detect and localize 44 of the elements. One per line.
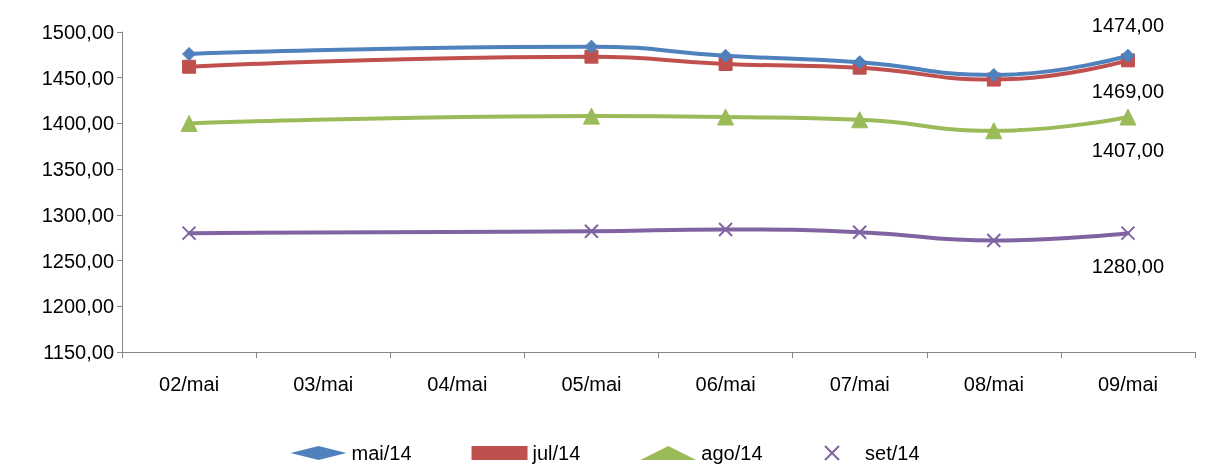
point [986,67,1001,82]
point [181,225,197,241]
point [718,221,734,237]
point [1120,225,1136,241]
data-label: 1474,00 [1091,13,1165,36]
x-tick-label: 06/mai [695,373,756,395]
y-tick-label: 1450,00 [41,66,114,89]
legend-label: ago/14 [701,442,763,464]
x-tick-label: 03/mai [293,373,354,395]
y-tick-label: 1400,00 [41,112,114,135]
point [718,48,733,63]
data-label: 1407,00 [1091,138,1165,161]
point [852,224,868,240]
point [182,46,197,61]
x-tick-label: 02/mai [159,373,220,395]
data-label: 1280,00 [1091,255,1165,278]
x-tick-label: 07/mai [829,373,890,395]
point [582,107,600,125]
point [182,59,197,74]
x-tick-label: 04/mai [427,373,488,395]
point [852,55,867,70]
legend-label: mai/14 [351,442,412,464]
point [851,111,869,129]
point [1119,108,1137,126]
point [717,108,735,126]
point [1120,48,1135,63]
y-tick-label: 1250,00 [41,249,114,272]
y-tick-label: 1150,00 [43,341,114,363]
y-tick-label: 1500,00 [41,21,114,43]
y-tick-label: 1200,00 [41,295,114,318]
y-tick-label: 1300,00 [41,203,114,226]
point [583,223,599,239]
x-tick-label: 09/mai [1097,373,1158,395]
legend-label: jul/14 [531,442,581,464]
point [180,114,198,132]
point [986,232,1002,248]
y-tick-label: 1350,00 [41,158,114,181]
legend-label: set/14 [865,442,920,464]
point [584,39,599,54]
point [584,49,599,64]
x-tick-label: 05/mai [561,373,622,395]
x-tick-label: 08/mai [963,373,1024,395]
data-label: 1469,00 [1091,80,1165,103]
point [985,122,1003,140]
